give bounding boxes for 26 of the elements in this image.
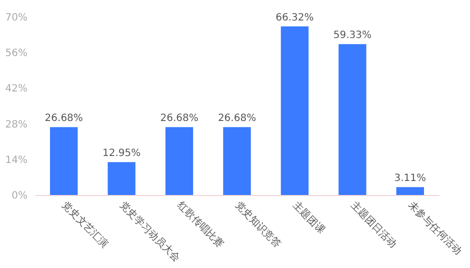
bar bbox=[165, 127, 194, 195]
x-tick-label: 党史文艺汇演 bbox=[60, 199, 111, 250]
bar bbox=[338, 44, 366, 195]
x-tick-label: 党史知识竞答 bbox=[232, 199, 284, 250]
bar bbox=[280, 26, 309, 195]
y-tick-label: 70% bbox=[5, 12, 28, 24]
x-tick-label: 主题团日活动 bbox=[348, 199, 400, 250]
x-tick-label: 红歌传唱比赛 bbox=[175, 199, 226, 250]
y-tick-label: 56% bbox=[5, 48, 28, 60]
y-tick-label: 28% bbox=[5, 119, 28, 130]
data-label: 3.11% bbox=[394, 173, 426, 184]
bar bbox=[396, 187, 424, 195]
y-tick-label: 14% bbox=[5, 154, 28, 166]
y-tick-label: 0% bbox=[12, 190, 28, 202]
data-label: 66.32% bbox=[276, 12, 314, 24]
data-label: 12.95% bbox=[102, 148, 141, 160]
data-label: 26.68% bbox=[160, 113, 198, 124]
data-label: 59.33% bbox=[333, 30, 372, 42]
bar bbox=[108, 162, 136, 195]
data-label: 26.68% bbox=[44, 113, 83, 124]
bar bbox=[223, 127, 251, 195]
x-tick-label: 未参与任何活动 bbox=[406, 199, 464, 258]
data-label: 26.68% bbox=[218, 113, 256, 124]
x-tick-label: 主题团课 bbox=[290, 199, 328, 236]
bar bbox=[50, 127, 78, 195]
y-tick-label: 42% bbox=[5, 84, 28, 95]
